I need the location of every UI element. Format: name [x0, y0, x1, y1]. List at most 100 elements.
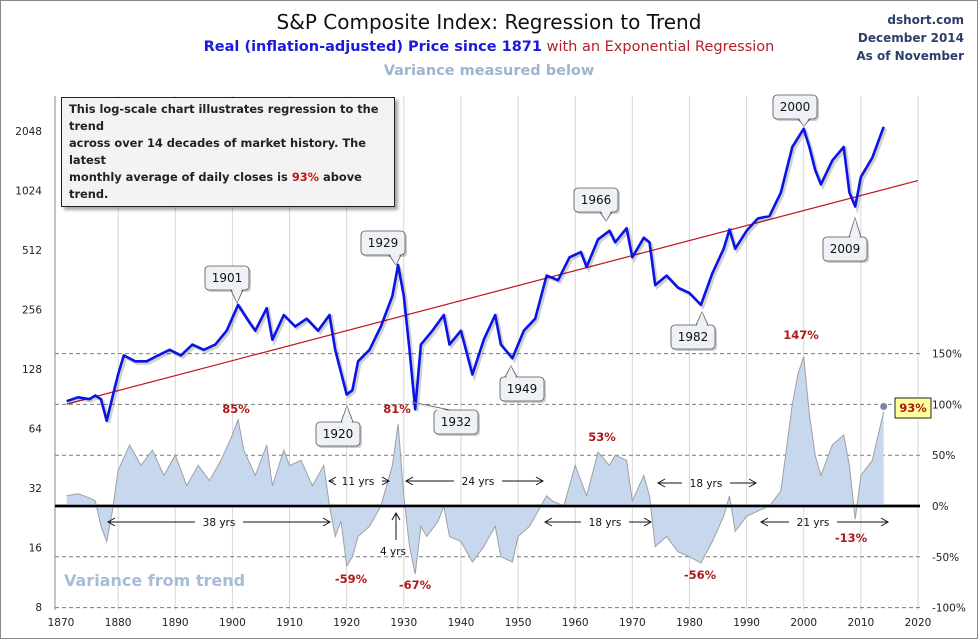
duration-arrow: 18 yrs [656, 478, 758, 490]
callout-1932: 1932 [411, 401, 480, 436]
callout-2000: 2000 [772, 94, 819, 127]
arrow-head-left [106, 517, 116, 527]
variance-area-layer [55, 356, 920, 575]
source-as-of: As of November [856, 49, 964, 63]
duration-arrow-4yrs: 4 yrs [380, 511, 406, 558]
x-tick-label: 1980 [676, 617, 703, 629]
source-date: December 2014 [857, 31, 964, 45]
source-site: dshort.com [887, 13, 964, 27]
callout-1901: 1901 [204, 265, 251, 304]
y-left-tick-label: 32 [29, 483, 42, 495]
arrow-head-left [543, 517, 553, 527]
callout-pointer-fill [342, 406, 352, 423]
y-right-tick-label: 100% [932, 399, 962, 411]
x-tick-label: 1890 [162, 617, 189, 629]
duration-label: 18 yrs [690, 478, 723, 490]
y-right-tick-label: -50% [932, 552, 959, 564]
callout-pointer-fill [232, 289, 242, 303]
chart-subtitle-variance: Variance measured below [383, 63, 595, 79]
note-latest-value: 93% [291, 170, 320, 184]
callout-1929: 1929 [360, 230, 407, 266]
y-left-tick-label: 16 [29, 543, 43, 555]
x-tick-label: 2020 [905, 617, 932, 629]
callout-2009: 2009 [822, 216, 869, 263]
note-line-2: across over 14 decades of market history… [69, 136, 367, 167]
x-tick-label: 1960 [562, 617, 589, 629]
callout-pointer-fill [506, 366, 516, 378]
duration-arrow: 21 yrs [759, 517, 890, 529]
callout-box [204, 265, 250, 291]
variance-extreme-label: 147% [783, 328, 819, 342]
variance-title: Variance from trend [64, 571, 246, 590]
callout-1920: 1920 [315, 404, 362, 448]
callout-box [822, 236, 868, 262]
x-tick-label: 1910 [276, 617, 303, 629]
y-left-tick-label: 512 [22, 245, 42, 257]
callout-box [573, 187, 619, 213]
callout-label: 2009 [830, 242, 861, 256]
chart-subtitle: Real (inflation-adjusted) Price since 18… [0, 39, 978, 55]
x-tick-label: 1900 [219, 617, 246, 629]
callout-1949: 1949 [499, 365, 546, 403]
callout-box [315, 421, 361, 447]
variance-extreme-label: -67% [399, 578, 432, 592]
arrow-head-right [748, 478, 758, 488]
callout-pointer-fill [390, 254, 400, 265]
arrow-head-up [391, 511, 401, 521]
y-left-tick-label: 256 [22, 305, 42, 317]
callout-pointer-fill [850, 218, 860, 238]
x-tick-label: 2000 [790, 617, 817, 629]
duration-label: 11 yrs [342, 476, 375, 488]
variance-extreme-label: -56% [684, 568, 717, 582]
callout-box [360, 230, 406, 256]
y-right-tick-label: 50% [932, 450, 955, 462]
y-right-tick-label: 0% [932, 501, 949, 513]
callout-label: 1966 [581, 193, 612, 207]
latest-value-badge [894, 397, 932, 419]
duration-label: 38 yrs [203, 517, 236, 529]
x-tick-label: 2010 [847, 617, 874, 629]
note-line-1: This log-scale chart illustrates regress… [69, 102, 379, 133]
price-line-layer [66, 126, 888, 424]
subtitle-price: Real (inflation-adjusted) Price since 18… [203, 39, 542, 55]
callout-label: 1920 [323, 427, 354, 441]
variance-line [66, 356, 885, 575]
callout-pointer-fill [799, 118, 809, 126]
latest-value-label: 93% [899, 401, 927, 415]
duration-arrow: 18 yrs [543, 517, 653, 529]
callout-label: 2000 [780, 100, 811, 114]
duration-label: 24 yrs [462, 476, 495, 488]
trend-line-layer [66, 179, 919, 405]
x-tick-label: 1940 [448, 617, 475, 629]
x-tick-label: 1920 [333, 617, 360, 629]
callout-pointer-fill [697, 312, 707, 326]
arrow-head-left [404, 476, 414, 486]
duration-label: 18 yrs [589, 517, 622, 529]
tick-labels: 1870 1880 1890 1900 1910 1920 1930 1940 1950 1960… [15, 126, 966, 629]
duration-arrow: 24 yrs [404, 476, 545, 488]
subtitle-regression: with an Exponential Regression [542, 39, 775, 55]
latest-point-marker [880, 403, 888, 411]
y-left-tick-label: 64 [29, 424, 43, 436]
callout-label: 1982 [678, 330, 709, 344]
callout-label: 1932 [441, 415, 472, 429]
duration-arrow: 11 yrs [327, 476, 391, 488]
callout-1982: 1982 [670, 311, 717, 351]
arrow-head-left [759, 517, 769, 527]
arrow-head-right [535, 476, 545, 486]
callout-1966: 1966 [573, 187, 620, 222]
y-left-tick-label: 8 [35, 602, 42, 614]
variance-extreme-label: 85% [222, 402, 250, 416]
callout-label: 1929 [368, 236, 399, 250]
y-right-tick-label: 150% [932, 349, 962, 361]
x-tick-label: 1990 [733, 617, 760, 629]
callout-label: 1901 [212, 271, 243, 285]
x-tick-label: 1930 [390, 617, 417, 629]
callout-box [433, 409, 479, 435]
arrow-head-right [381, 476, 391, 486]
info-note: This log-scale chart illustrates regress… [61, 97, 395, 207]
x-tick-label: 1880 [105, 617, 132, 629]
note-line-3-pre: monthly average of daily closes is [69, 170, 292, 184]
duration-arrow: 38 yrs [106, 517, 332, 529]
